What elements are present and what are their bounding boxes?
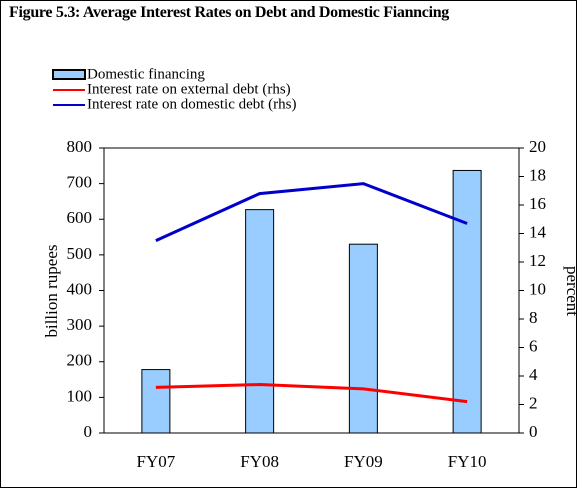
bar xyxy=(452,169,482,434)
y-tick-label: 700 xyxy=(67,173,93,192)
chart-title: Figure 5.3: Average Interest Rates on De… xyxy=(9,4,450,21)
bar xyxy=(348,243,378,434)
y-tick-label: 800 xyxy=(67,137,93,156)
bar xyxy=(245,209,275,434)
y2-tick-label: 2 xyxy=(529,393,538,412)
y2-tick-label: 4 xyxy=(529,365,538,384)
line-series xyxy=(155,182,468,242)
x-tick-label: FY07 xyxy=(137,452,176,471)
y-tick-label: 600 xyxy=(67,208,93,227)
y2-tick-label: 18 xyxy=(529,165,546,184)
bar xyxy=(141,369,171,434)
legend-swatch xyxy=(52,69,86,80)
y2-tick-label: 6 xyxy=(529,336,538,355)
legend-label: Domestic financing xyxy=(87,66,205,82)
y-tick-label: 100 xyxy=(67,386,93,405)
y-tick-label: 500 xyxy=(67,244,93,263)
y-tick-label: 200 xyxy=(67,351,93,370)
y2-tick-label: 10 xyxy=(529,279,546,298)
y2-axis-label: percent xyxy=(563,266,576,316)
y-axis-label: billion rupees xyxy=(42,244,61,337)
legend-label: Interest rate on domestic debt (rhs) xyxy=(87,96,297,112)
y-tick-label: 300 xyxy=(67,315,93,334)
x-tick-label: FY10 xyxy=(448,452,487,471)
y2-tick-label: 16 xyxy=(529,194,546,213)
x-tick-label: FY08 xyxy=(240,452,279,471)
y-tick-label: 400 xyxy=(67,279,93,298)
y-tick-label: 0 xyxy=(84,422,93,441)
y2-tick-label: 20 xyxy=(529,137,546,156)
y2-tick-label: 14 xyxy=(529,222,547,241)
x-tick-label: FY09 xyxy=(344,452,383,471)
y2-tick-label: 12 xyxy=(529,251,546,270)
line-series xyxy=(155,383,468,404)
legend-label: Interest rate on external debt (rhs) xyxy=(87,81,291,97)
y2-tick-label: 8 xyxy=(529,308,538,327)
y2-tick-label: 0 xyxy=(529,422,538,441)
